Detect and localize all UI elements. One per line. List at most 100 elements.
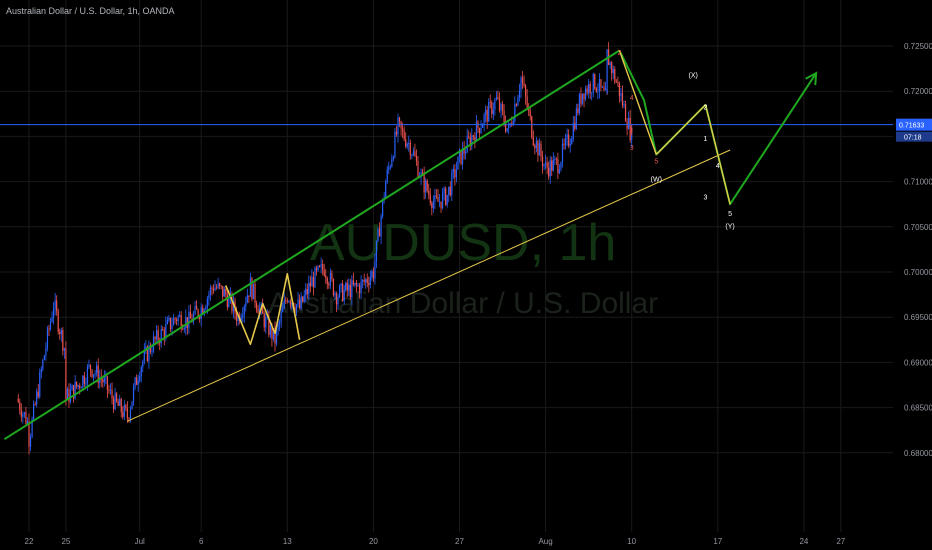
candle-body xyxy=(279,321,281,325)
candle-body xyxy=(240,317,242,322)
candle-body xyxy=(46,328,49,348)
candle-body xyxy=(454,168,456,178)
candle-body xyxy=(452,168,454,173)
wave-label: 3 xyxy=(630,145,634,152)
candle-body xyxy=(231,293,233,312)
candle-body xyxy=(219,283,221,286)
candle-body xyxy=(472,135,474,137)
yellow-trendline[interactable] xyxy=(127,149,731,422)
x-tick-label: 27 xyxy=(836,537,845,546)
candle-body xyxy=(252,283,255,300)
candle-body xyxy=(621,93,624,106)
wave-labels: 1 2 3 4 5 (W) (X) 1 2 3 4 5 (Y) xyxy=(617,50,734,231)
candle-body xyxy=(432,201,434,209)
candle-body xyxy=(42,359,44,370)
candle-body xyxy=(512,121,514,125)
yellow-wave-x[interactable] xyxy=(655,104,706,155)
current-price-time-box xyxy=(896,131,932,142)
candle-body xyxy=(580,94,582,104)
candle-body xyxy=(246,295,248,303)
candle-body xyxy=(628,117,630,129)
candle-body xyxy=(162,329,164,331)
candle-body xyxy=(618,83,620,96)
candle-body xyxy=(448,186,450,195)
candle-body xyxy=(139,376,141,381)
candle-body xyxy=(166,320,168,325)
yellow-wave-w[interactable] xyxy=(618,50,657,155)
candle-body xyxy=(285,300,287,301)
candle-body xyxy=(237,315,239,321)
candle-body xyxy=(315,268,318,271)
candle-body xyxy=(598,79,601,92)
y-tick-label: 0.68500 xyxy=(904,404,932,413)
candle-body xyxy=(386,169,388,182)
candle-body xyxy=(352,280,355,285)
candle-body xyxy=(620,93,622,96)
yellow-zigzag[interactable] xyxy=(225,272,301,346)
drawing-layer[interactable] xyxy=(0,49,893,441)
candle-body xyxy=(31,418,33,437)
candle-body xyxy=(202,307,204,314)
candle-body xyxy=(235,313,238,321)
candle-body xyxy=(391,159,393,167)
candle-body xyxy=(297,299,299,305)
candle-body xyxy=(314,268,316,288)
y-tick-label: 0.70500 xyxy=(904,223,932,232)
green-trendline[interactable] xyxy=(3,49,620,441)
candle-body xyxy=(142,361,144,368)
candle-body xyxy=(460,150,462,165)
candle-body xyxy=(629,117,631,141)
candle-body xyxy=(123,405,125,417)
candle-body xyxy=(136,377,138,385)
candle-body xyxy=(83,375,85,384)
candle-body xyxy=(119,399,121,406)
candle-body xyxy=(183,328,185,330)
candle-body xyxy=(282,307,284,313)
candle-body xyxy=(106,376,109,391)
candle-body xyxy=(475,121,478,142)
candle-body xyxy=(180,315,182,329)
wave-label: 2 xyxy=(704,104,708,111)
price-axis[interactable]: 0.725000.720000.715000.710000.705000.700… xyxy=(904,42,932,458)
candle-body xyxy=(280,312,282,322)
candle-body xyxy=(36,391,38,405)
candle-body xyxy=(568,134,570,146)
candle-body xyxy=(469,137,471,147)
candle-body xyxy=(326,278,328,285)
candle-body xyxy=(306,288,308,295)
wave-label: (W) xyxy=(651,177,662,184)
candle-body xyxy=(137,380,139,385)
candle-body xyxy=(251,278,253,300)
candle-body xyxy=(365,279,367,283)
candle-body xyxy=(165,324,167,338)
candle-body xyxy=(572,122,574,139)
candle-body xyxy=(615,81,617,83)
candle-body xyxy=(243,306,245,316)
candle-body xyxy=(28,421,30,435)
candle-body xyxy=(388,167,390,170)
candle-body xyxy=(25,412,27,425)
x-tick-label: 25 xyxy=(61,537,70,546)
candle-body xyxy=(228,296,230,308)
candle-body xyxy=(43,355,45,360)
candle-body xyxy=(342,283,344,301)
candle-body xyxy=(349,284,351,298)
candle-body xyxy=(329,273,331,286)
candle-body xyxy=(517,97,519,106)
x-tick-label: Aug xyxy=(538,537,552,546)
candle-body xyxy=(263,313,265,328)
candle-body xyxy=(438,201,441,203)
yellow-wave-y[interactable] xyxy=(704,104,731,205)
candle-body xyxy=(126,408,128,419)
candle-body xyxy=(169,317,172,330)
candle-body xyxy=(549,160,551,177)
candle-body xyxy=(49,321,52,330)
time-axis[interactable]: 22 25 Jul 6 13 20 27 Aug 10 17 24 27 xyxy=(25,537,846,546)
candle-body xyxy=(242,315,244,318)
candle-body xyxy=(411,154,413,156)
candle-body xyxy=(172,318,175,326)
x-tick-label: 24 xyxy=(799,537,808,546)
candle-body xyxy=(611,62,613,74)
candle-body xyxy=(497,97,499,99)
